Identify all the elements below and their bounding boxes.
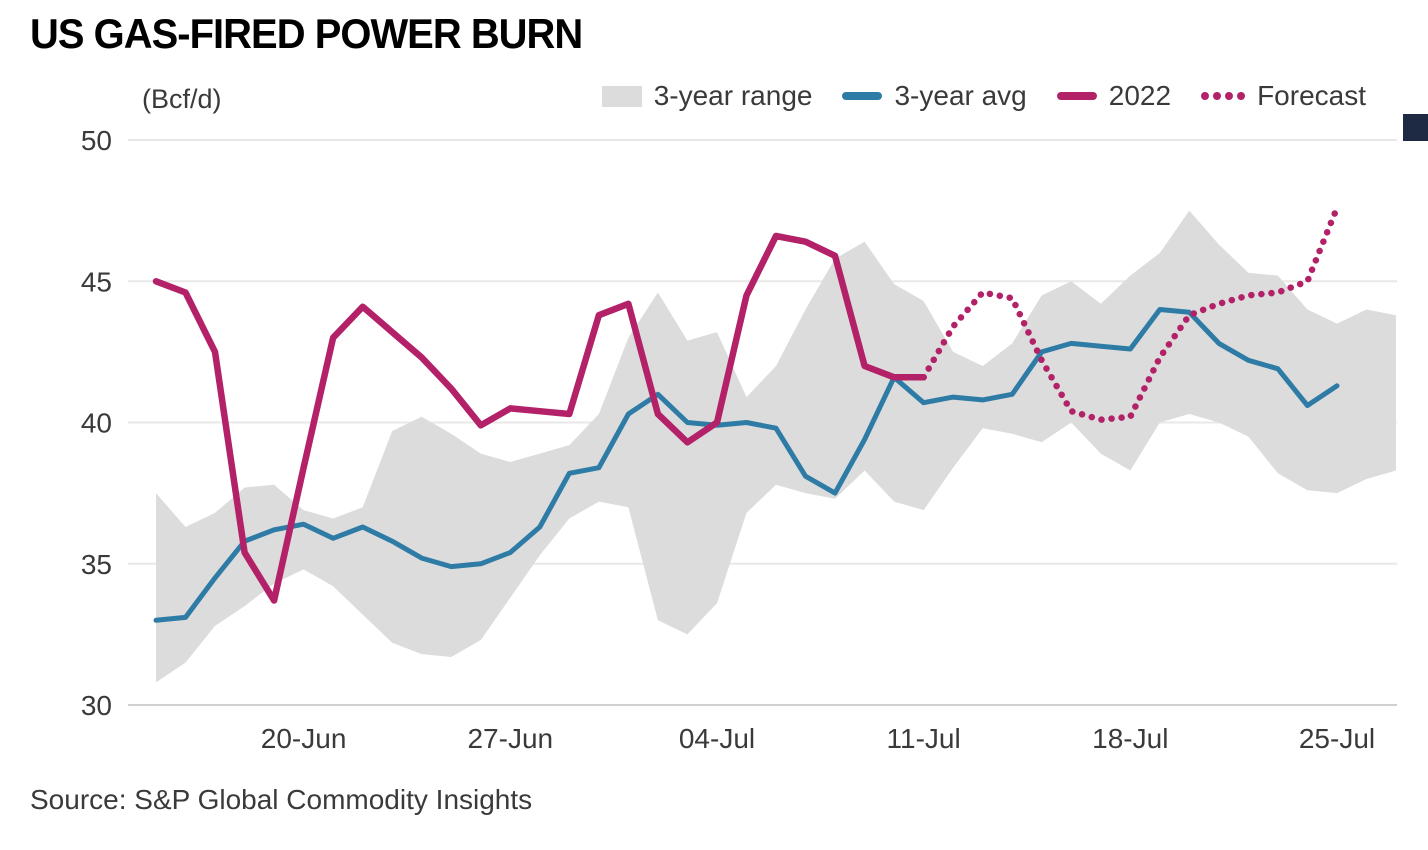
legend-label-range: 3-year range — [653, 80, 813, 111]
source-attribution: Source: S&P Global Commodity Insights — [30, 784, 533, 815]
x-axis-tick-label: 25-Jul — [1299, 723, 1375, 754]
brand-mark — [1403, 114, 1428, 141]
legend-item-forecast: Forecast — [1201, 80, 1366, 112]
legend-item-3-year-range: 3-year range — [601, 80, 813, 112]
x-axis-tick-label: 18-Jul — [1092, 723, 1168, 754]
forecast-line — [920, 204, 1341, 423]
x-axis-tick-label: 04-Jul — [679, 723, 755, 754]
legend-label-2022: 2022 — [1108, 80, 1172, 111]
x-axis-tick-label: 20-Jun — [261, 723, 347, 754]
range-swatch — [601, 85, 642, 107]
y-axis-tick-label: 35 — [81, 549, 112, 580]
y-axis-tick-label: 40 — [81, 408, 112, 439]
chart-legend: 3-year range 3-year avg 2022 Forecast — [601, 80, 1366, 112]
y-axis-tick-label: 45 — [81, 266, 112, 297]
legend-label-forecast: Forecast — [1257, 80, 1366, 111]
chart-title: US GAS-FIRED POWER BURN — [30, 10, 583, 57]
y-axis-tick-label: 50 — [81, 125, 112, 156]
line-2022 — [152, 232, 927, 604]
y-axis-tick-label: 30 — [81, 690, 112, 721]
legend-item-3-year-avg: 3-year avg — [842, 80, 1027, 112]
y2022-swatch — [1056, 92, 1097, 100]
legend-label-avg: 3-year avg — [894, 80, 1027, 111]
forecast-swatch — [1201, 92, 1246, 100]
legend-item-2022: 2022 — [1056, 80, 1172, 112]
y-axis-unit-label: (Bcf/d) — [142, 84, 222, 114]
avg-line — [153, 307, 1340, 623]
avg-swatch — [842, 92, 883, 100]
x-axis-tick-label: 27-Jun — [467, 723, 553, 754]
x-axis-tick-label: 11-Jul — [887, 723, 961, 754]
